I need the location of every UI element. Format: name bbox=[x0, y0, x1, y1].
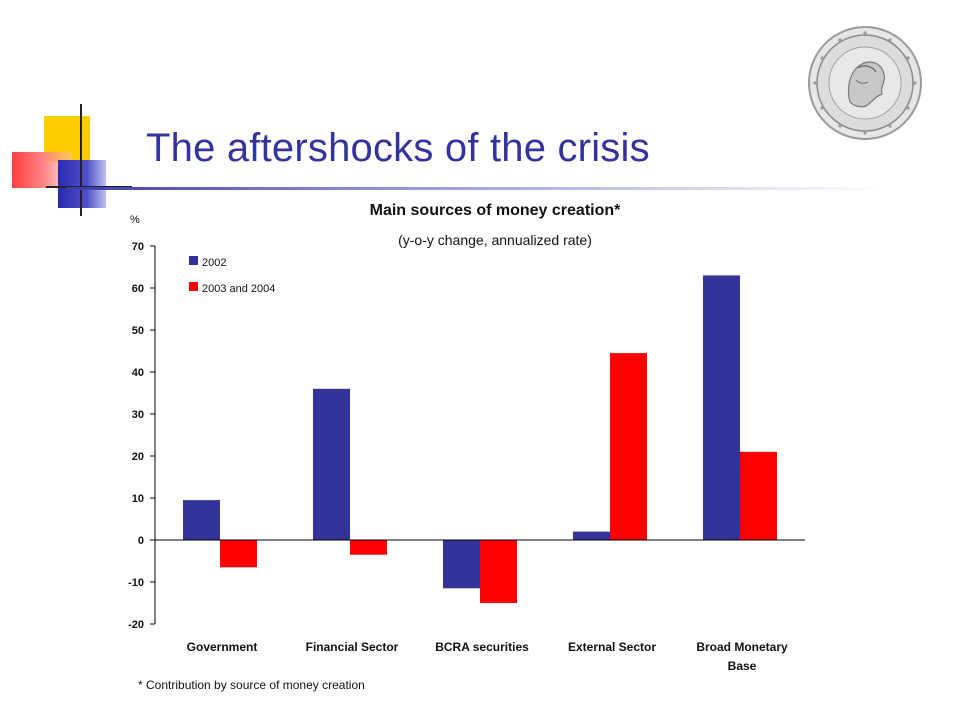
y-tick-label: 60 bbox=[132, 283, 144, 295]
y-tick-label: 10 bbox=[132, 493, 144, 505]
y-axis-unit-label: % bbox=[130, 214, 140, 226]
x-category-label: Base bbox=[728, 659, 757, 673]
bar-series-2003-2004 bbox=[480, 540, 517, 603]
x-category-label: Broad Monetary bbox=[696, 640, 788, 654]
slide-title: The aftershocks of the crisis bbox=[146, 126, 650, 170]
y-tick-label: 20 bbox=[132, 451, 144, 463]
x-category-label: Financial Sector bbox=[306, 640, 399, 654]
y-tick-label: -10 bbox=[128, 577, 144, 589]
y-tick-label: 40 bbox=[132, 367, 144, 379]
bar-series-2003-2004 bbox=[740, 451, 777, 540]
chart-subtitle: (y-o-y change, annualized rate) bbox=[398, 232, 592, 248]
title-divider bbox=[66, 187, 886, 190]
chart-title: Main sources of money creation* bbox=[369, 202, 621, 219]
x-category-label: External Sector bbox=[568, 640, 656, 654]
y-tick-label: -20 bbox=[128, 619, 144, 631]
bar-series-2003-2004 bbox=[220, 540, 257, 568]
coin-seal-logo bbox=[808, 26, 922, 140]
bar-series-2002 bbox=[313, 388, 350, 540]
legend-label: 2002 bbox=[202, 257, 226, 269]
bar-series-2002 bbox=[183, 500, 220, 540]
legend-swatch bbox=[189, 256, 198, 265]
y-tick-label: 50 bbox=[132, 325, 144, 337]
bar-series-2003-2004 bbox=[350, 540, 387, 555]
y-tick-label: 0 bbox=[138, 535, 144, 547]
footnote: * Contribution by source of money creati… bbox=[138, 678, 365, 692]
y-tick-label: 70 bbox=[132, 241, 144, 253]
bar-series-2003-2004 bbox=[610, 353, 647, 540]
bar-series-2002 bbox=[573, 531, 610, 540]
bar-series-2002 bbox=[703, 275, 740, 540]
legend-label: 2003 and 2004 bbox=[202, 283, 275, 295]
x-category-label: Government bbox=[187, 640, 258, 654]
x-category-label: BCRA securities bbox=[435, 640, 529, 654]
decor-vertical-line bbox=[80, 104, 82, 216]
y-tick-label: 30 bbox=[132, 409, 144, 421]
legend-swatch bbox=[189, 282, 198, 291]
decor-blue-square bbox=[58, 160, 106, 208]
bar-series-2002 bbox=[443, 540, 480, 589]
